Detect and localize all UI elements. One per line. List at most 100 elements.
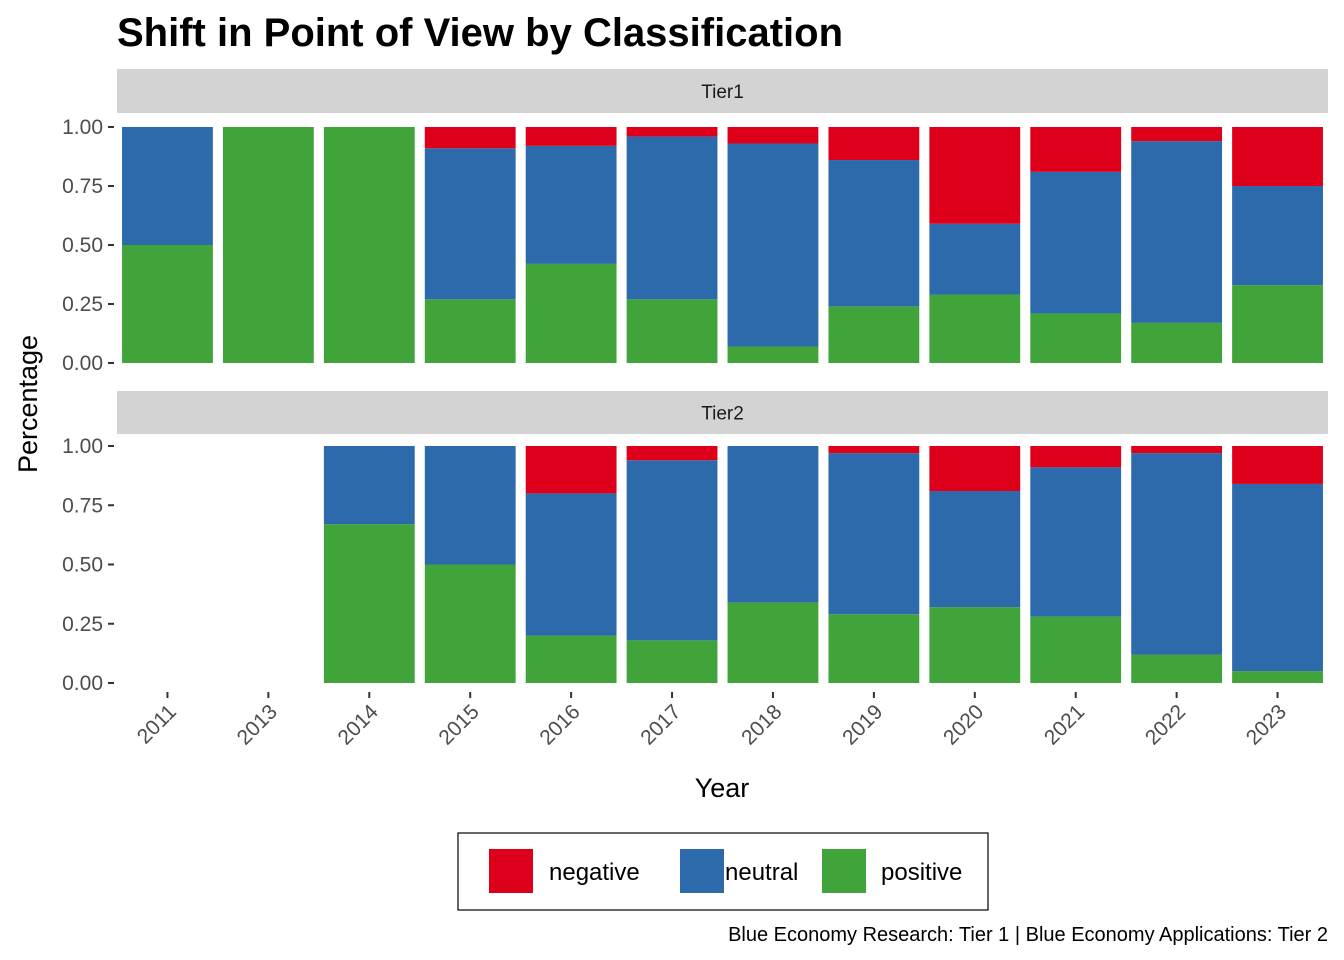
facet-strip [117, 391, 1328, 434]
legend-key-negative [489, 849, 533, 893]
bar-neutral-tier2-2016 [525, 493, 617, 636]
bar-positive-tier2-2019 [828, 614, 920, 683]
bar-positive-tier1-2019 [828, 306, 920, 363]
bar-positive-tier2-2015 [424, 564, 516, 683]
x-tick-label: 2011 [133, 700, 181, 748]
bar-positive-tier1-2013 [222, 127, 314, 363]
x-tick-label: 2018 [737, 700, 786, 749]
y-tick-label: 0.50 [62, 234, 103, 257]
bar-neutral-tier1-2017 [626, 136, 718, 300]
x-tick-label: 2023 [1242, 700, 1291, 749]
bar-positive-tier1-2015 [424, 299, 516, 363]
bar-positive-tier1-2018 [727, 346, 819, 363]
x-tick-label: 2020 [939, 700, 988, 749]
facet-panel-tier1: Tier1 0.00 0.25 0.50 0.75 1.00 [62, 69, 1328, 375]
y-tick-label: 1.00 [62, 116, 103, 139]
chart-caption: Blue Economy Research: Tier 1 | Blue Eco… [728, 924, 1328, 946]
x-tick-label: 2019 [838, 700, 887, 749]
bar-neutral-tier2-2017 [626, 460, 718, 641]
chart-title: Shift in Point of View by Classification [117, 11, 843, 55]
bar-negative-tier2-2016 [525, 446, 617, 494]
bar-negative-tier1-2018 [727, 127, 819, 144]
bar-positive-tier2-2022 [1131, 654, 1223, 683]
bar-negative-tier2-2021 [1030, 446, 1122, 468]
bar-negative-tier1-2016 [525, 127, 617, 146]
bar-neutral-tier2-2018 [727, 446, 819, 603]
bar-neutral-tier2-2021 [1030, 467, 1122, 617]
x-axis-title: Year [695, 773, 750, 803]
facet-panel-tier2: Tier2 0.00 0.25 0.50 0.75 1.00 [62, 391, 1328, 695]
bar-negative-tier1-2023 [1232, 127, 1323, 186]
bar-negative-tier2-2023 [1232, 446, 1323, 484]
bar-neutral-tier1-2020 [929, 223, 1021, 295]
facet-strip-label: Tier2 [701, 404, 744, 425]
bar-negative-tier1-2019 [828, 127, 920, 161]
legend-key-positive [822, 849, 866, 893]
y-tick-label: 0.00 [62, 352, 103, 375]
bar-neutral-tier2-2014 [323, 446, 415, 525]
x-tick-label: 2022 [1141, 700, 1190, 749]
x-tick-label: 2016 [535, 700, 584, 749]
bar-negative-tier1-2022 [1131, 127, 1223, 142]
bar-neutral-tier2-2020 [929, 491, 1021, 608]
x-tick-label: 2015 [434, 700, 483, 749]
x-axis: 2011 2013 2014 2015 2016 2017 2018 2019 2020 2021… [133, 692, 1291, 750]
bar-negative-tier1-2017 [626, 127, 718, 137]
bar-positive-tier2-2023 [1232, 671, 1323, 683]
bar-positive-tier2-2020 [929, 607, 1021, 683]
bar-negative-tier1-2015 [424, 127, 516, 149]
bar-positive-tier2-2016 [525, 635, 617, 683]
facet-panels: Tier1 0.00 0.25 0.50 0.75 1.00 Tier2 0.00 0.25 0.… [62, 69, 1328, 695]
bar-positive-tier1-2014 [323, 127, 415, 363]
legend-label-negative: negative [549, 859, 640, 886]
y-tick-label: 0.50 [62, 554, 103, 577]
legend: negative neutral positive [457, 832, 989, 911]
bar-positive-tier2-2021 [1030, 616, 1122, 683]
bar-neutral-tier1-2016 [525, 145, 617, 264]
x-tick-label: 2013 [233, 700, 282, 749]
bar-neutral-tier1-2021 [1030, 171, 1122, 314]
y-axis-title: Percentage [13, 335, 43, 473]
bar-negative-tier2-2017 [626, 446, 718, 461]
y-tick-label: 1.00 [62, 435, 103, 458]
y-tick-label: 0.00 [62, 672, 103, 695]
legend-key-neutral [680, 849, 724, 893]
bar-positive-tier2-2018 [727, 602, 819, 683]
bar-positive-tier2-2017 [626, 640, 718, 683]
y-tick-label: 0.25 [62, 293, 103, 316]
bar-positive-tier1-2016 [525, 263, 617, 363]
bar-positive-tier1-2021 [1030, 313, 1122, 363]
legend-label-neutral: neutral [725, 859, 798, 886]
bar-neutral-tier2-2015 [424, 446, 516, 565]
bar-positive-tier1-2022 [1131, 322, 1223, 363]
bar-negative-tier1-2021 [1030, 127, 1122, 172]
bar-negative-tier1-2020 [929, 127, 1021, 224]
legend-label-positive: positive [881, 859, 962, 886]
bar-neutral-tier1-2011 [122, 127, 213, 245]
bar-negative-tier2-2022 [1131, 446, 1223, 454]
bar-neutral-tier2-2022 [1131, 453, 1223, 655]
bar-neutral-tier1-2015 [424, 148, 516, 300]
bar-positive-tier1-2020 [929, 294, 1021, 363]
bar-neutral-tier2-2019 [828, 453, 920, 615]
bar-neutral-tier2-2023 [1232, 483, 1323, 672]
bar-neutral-tier1-2019 [828, 160, 920, 307]
bar-positive-tier1-2011 [122, 245, 213, 363]
facet-strip-label: Tier1 [701, 82, 744, 103]
bar-negative-tier2-2019 [828, 446, 920, 454]
bar-neutral-tier1-2023 [1232, 186, 1323, 286]
bar-positive-tier1-2017 [626, 299, 718, 363]
facet-strip [117, 69, 1328, 113]
y-tick-label: 0.75 [62, 175, 103, 198]
x-tick-label: 2021 [1040, 700, 1089, 749]
x-tick-label: 2014 [334, 700, 384, 750]
bar-negative-tier2-2020 [929, 446, 1021, 492]
bar-neutral-tier1-2018 [727, 143, 819, 347]
bar-neutral-tier1-2022 [1131, 141, 1223, 323]
bar-positive-tier2-2014 [323, 524, 415, 683]
y-tick-label: 0.25 [62, 613, 103, 636]
bar-positive-tier1-2023 [1232, 285, 1323, 363]
y-tick-label: 0.75 [62, 494, 103, 517]
x-tick-label: 2017 [636, 700, 685, 749]
